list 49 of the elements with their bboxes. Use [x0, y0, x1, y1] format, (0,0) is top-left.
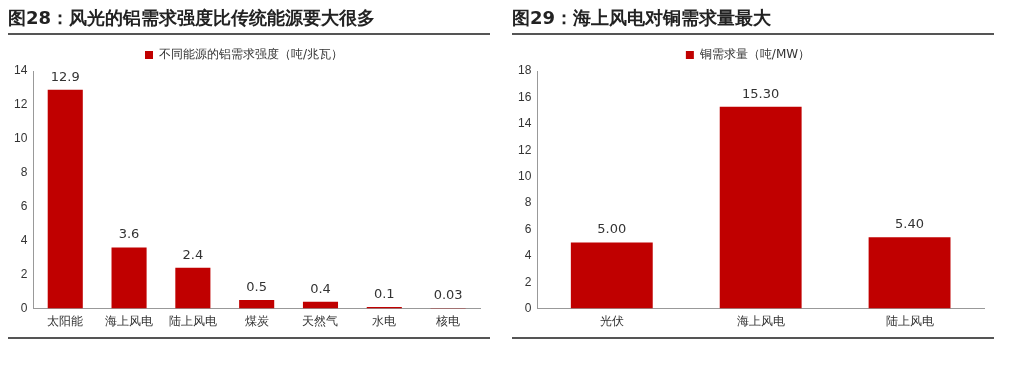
x-tick-label: 天然气	[302, 314, 339, 329]
y-tick-label: 0	[20, 300, 28, 315]
data-label: 0.1	[373, 285, 395, 301]
x-tick-label: 陆上风电	[168, 314, 217, 329]
chart-title: 图29：海上风电对铜需求量最大	[512, 4, 994, 35]
x-tick-label: 光伏	[599, 314, 624, 329]
y-tick-label: 8	[524, 195, 532, 210]
x-tick-label: 海上风电	[736, 314, 785, 329]
x-tick-label: 煤炭	[244, 314, 269, 329]
data-label: 3.6	[118, 226, 140, 242]
y-tick-label: 10	[517, 168, 532, 183]
chart-title: 图28：风光的铝需求强度比传统能源要大很多	[8, 4, 490, 35]
y-tick-label: 4	[524, 248, 532, 263]
data-label: 5.40	[895, 216, 925, 232]
x-tick-label: 陆上风电	[885, 314, 934, 329]
data-label: 0.03	[433, 286, 463, 302]
legend-label: 铜需求量（吨/MW）	[698, 47, 811, 62]
data-label: 0.4	[310, 280, 331, 296]
y-tick-label: 14	[13, 63, 28, 78]
x-tick-label: 水电	[372, 314, 397, 329]
legend-label: 不同能源的铝需求强度（吨/兆瓦）	[158, 47, 344, 62]
x-tick-label: 太阳能	[47, 314, 84, 329]
y-tick-label: 12	[13, 97, 28, 112]
data-label: 2.4	[182, 246, 204, 262]
data-label: 0.5	[246, 278, 268, 294]
y-tick-label: 4	[20, 233, 28, 248]
bar	[175, 267, 211, 309]
data-label: 5.00	[597, 221, 627, 237]
y-tick-label: 16	[517, 89, 532, 104]
y-tick-label: 14	[517, 116, 532, 131]
x-tick-label: 核电	[435, 314, 461, 329]
bar	[570, 242, 653, 309]
y-tick-label: 6	[524, 221, 532, 236]
y-tick-label: 0	[524, 300, 532, 315]
y-tick-label: 8	[20, 165, 28, 180]
bar	[111, 247, 147, 309]
bar	[47, 89, 83, 309]
y-tick-label: 2	[524, 274, 532, 289]
y-tick-label: 18	[517, 63, 532, 78]
bar	[239, 300, 275, 309]
data-label: 12.9	[50, 68, 80, 84]
y-tick-label: 12	[517, 142, 532, 157]
y-tick-label: 2	[20, 266, 28, 281]
y-tick-label: 10	[13, 131, 28, 146]
data-label: 15.30	[742, 85, 780, 101]
bar	[719, 106, 802, 309]
y-tick-label: 6	[20, 199, 28, 214]
x-tick-label: 海上风电	[105, 314, 154, 329]
bar	[868, 237, 951, 309]
